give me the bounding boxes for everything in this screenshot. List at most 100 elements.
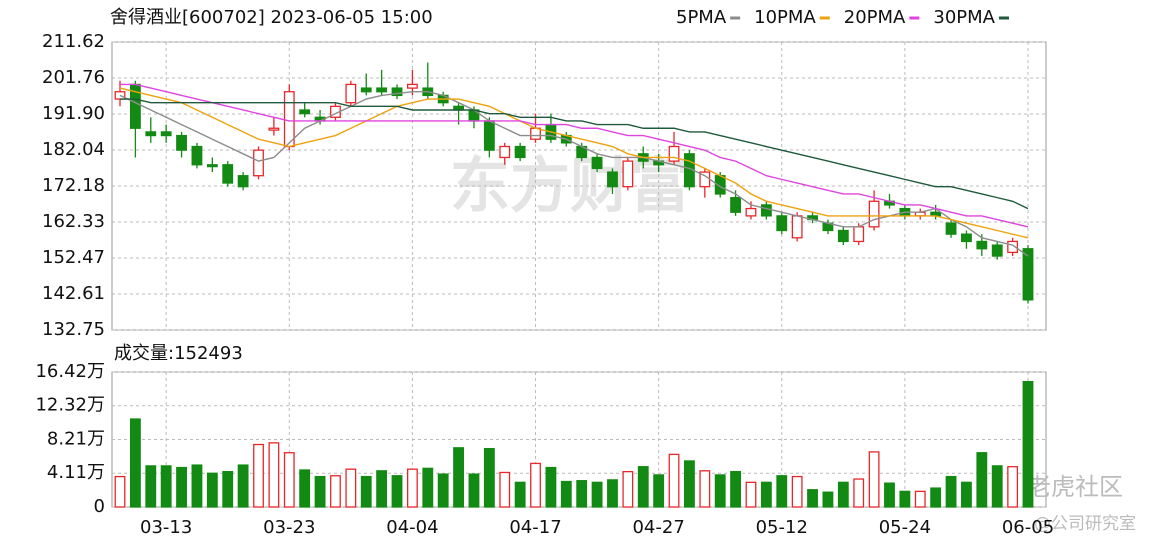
- volume-bar: [745, 481, 757, 508]
- legend-label: 20PMA: [844, 7, 906, 28]
- y-tick-label: 142.61: [42, 283, 105, 304]
- candle-body: [791, 215, 803, 239]
- volume-bar: [468, 473, 480, 508]
- y-tick-label: 172.18: [42, 175, 105, 196]
- chart-title: 舍得酒业[600702] 2023-06-05 15:00: [110, 7, 433, 28]
- candle-body: [253, 149, 264, 177]
- watermark: 老虎社区: [1027, 473, 1123, 501]
- volume-bar: [560, 480, 572, 508]
- volume-bar: [576, 480, 588, 508]
- y-tick-label: 8.21万: [47, 429, 105, 450]
- candle-body: [391, 87, 403, 97]
- candle-body: [961, 233, 972, 243]
- legend-label: 30PMA: [933, 7, 995, 28]
- volume-bar: [283, 452, 295, 508]
- x-tick-label: 04-04: [386, 517, 438, 538]
- x-tick-label: 04-17: [509, 517, 561, 538]
- candle-body: [237, 175, 249, 188]
- candle-body: [945, 222, 957, 235]
- candle-body: [607, 171, 618, 188]
- volume-bar: [330, 475, 341, 508]
- volume-bar: [760, 481, 772, 508]
- volume-bar: [730, 470, 742, 508]
- volume-bar: [776, 475, 788, 508]
- candle-body: [530, 127, 541, 140]
- y-tick-label: 201.76: [42, 67, 105, 88]
- volume-bar: [853, 478, 865, 508]
- volume-bar: [176, 466, 187, 508]
- volume-bar: [637, 466, 649, 508]
- candle-body: [499, 145, 511, 159]
- volume-bar: [684, 460, 695, 508]
- volume-bar: [314, 475, 326, 508]
- candle-body: [406, 83, 418, 89]
- y-tick-label: 152.47: [42, 247, 105, 268]
- y-tick-label: 16.42万: [35, 361, 105, 382]
- volume-bar: [699, 470, 711, 508]
- candle-body: [976, 240, 988, 250]
- volume-bar: [545, 466, 557, 508]
- volume-bar: [160, 465, 172, 508]
- volume-bar: [807, 489, 818, 508]
- volume-bar: [961, 481, 972, 508]
- volume-bar: [514, 481, 526, 508]
- volume-bar: [791, 475, 803, 508]
- candle-body: [299, 109, 311, 115]
- candle-body: [591, 156, 603, 170]
- volume-bar: [668, 453, 680, 508]
- volume-bar: [222, 470, 234, 508]
- candle-body: [206, 164, 218, 168]
- volume-bar: [1007, 466, 1019, 508]
- candle-body: [191, 145, 203, 166]
- volume-bar: [914, 490, 926, 508]
- volume-bar: [530, 462, 541, 508]
- candle-body: [837, 229, 849, 243]
- y-tick-label: 191.90: [42, 103, 105, 124]
- watermark: @公司研究室: [1034, 514, 1136, 534]
- x-tick-label: 03-23: [263, 517, 315, 538]
- volume-bar: [145, 465, 157, 508]
- x-tick-label: 05-24: [879, 517, 931, 538]
- candle-body: [668, 145, 680, 162]
- y-tick-label: 132.75: [42, 319, 105, 340]
- volume-bar: [376, 470, 388, 508]
- volume-bar: [714, 474, 726, 508]
- ma-line: [119, 91, 1029, 257]
- x-tick-label: 04-27: [632, 517, 684, 538]
- volume-title: 成交量:152493: [114, 343, 243, 364]
- volume-bar: [868, 451, 880, 508]
- volume-bar: [437, 473, 449, 508]
- candle-body: [1022, 248, 1034, 301]
- watermark: 东方财富: [450, 152, 690, 222]
- candle-body: [622, 160, 634, 188]
- candle-body: [776, 215, 788, 232]
- volume-bar: [930, 487, 942, 508]
- volume-bar: [899, 490, 911, 508]
- candle-body: [360, 87, 372, 93]
- ma-line: [120, 83, 1029, 228]
- volume-bar: [622, 470, 634, 508]
- y-tick-label: 0: [94, 496, 105, 517]
- volume-bar: [237, 464, 249, 508]
- volume-bar: [360, 475, 372, 508]
- candle-body: [145, 131, 157, 137]
- candle-body: [222, 164, 234, 184]
- y-tick-label: 162.33: [42, 211, 105, 232]
- candle-body: [345, 83, 357, 104]
- volume-bar: [345, 468, 357, 508]
- candle-body: [160, 131, 172, 137]
- volume-bar: [991, 465, 1003, 508]
- candle-body: [514, 145, 526, 159]
- volume-bar: [453, 447, 464, 508]
- volume-bar: [253, 443, 264, 508]
- candle-body: [268, 127, 280, 131]
- volume-bar: [299, 469, 311, 508]
- volume-bar: [499, 471, 511, 508]
- candle-body: [868, 200, 880, 228]
- volume-bar: [884, 482, 895, 508]
- volume-bar: [129, 418, 141, 508]
- candle-body: [1007, 240, 1019, 254]
- candle-body: [376, 87, 388, 93]
- candle-body: [176, 134, 187, 151]
